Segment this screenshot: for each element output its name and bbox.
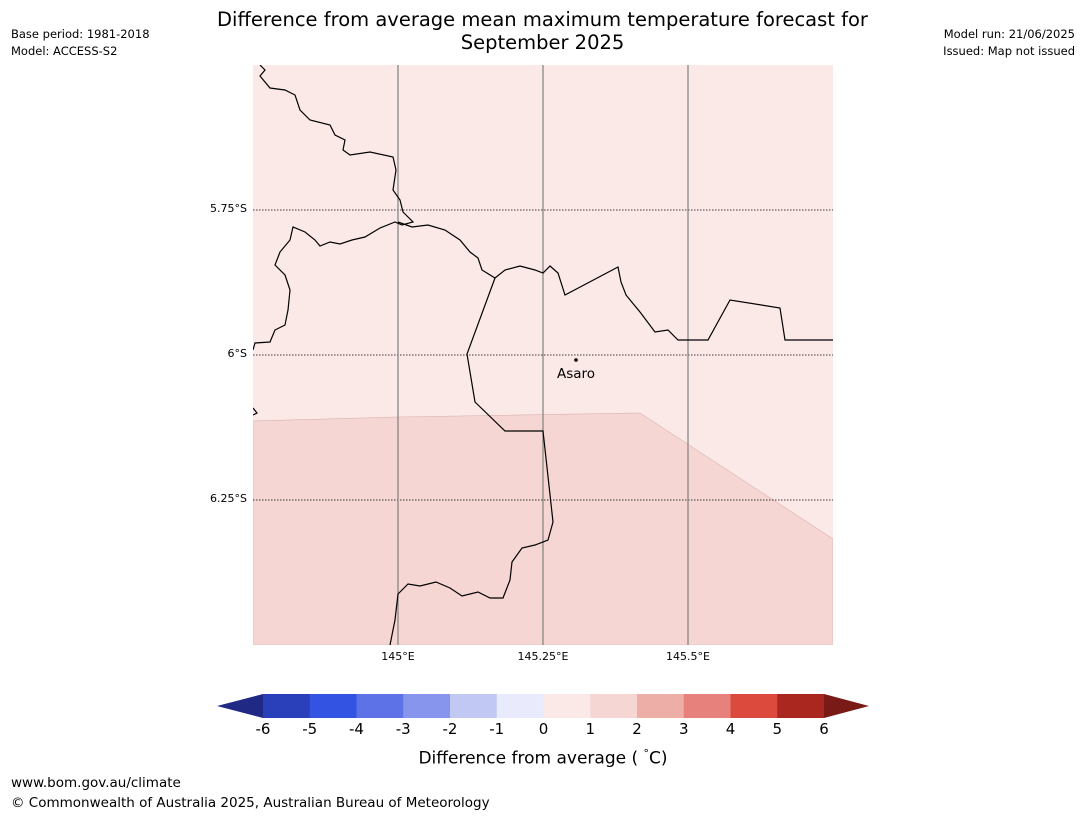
province-border-east [397,221,833,341]
province-border-north [253,65,415,351]
metadata-left: Base period: 1981-2018 Model: ACCESS-S2 [11,26,150,60]
colorbar-tick: 2 [632,720,642,738]
colorbar-tick: 4 [725,720,736,738]
colorbar-extend-low [217,694,263,718]
asaro-marker [574,358,578,362]
colorbar-segment [403,694,451,718]
colorbar-tick: -5 [302,720,318,738]
colorbar-segment [263,694,311,718]
footer-url: www.bom.gov.au/climate [11,775,181,791]
map-area [253,65,833,645]
colorbar-tick: -3 [395,720,411,738]
colorbar-tick: -2 [442,720,458,738]
model-name: Model: ACCESS-S2 [11,44,118,58]
title-line-2: September 2025 [460,31,625,54]
lat-label-6: 6°S [227,347,247,360]
lon-label-145-5: 145.5°E [666,650,710,663]
model-run: Model run: 21/06/2025 [943,27,1075,41]
colorbar-tick: 3 [678,720,689,738]
colorbar-tick: -1 [489,720,505,738]
colorbar-label: Difference from average ( °C) [418,747,668,769]
province-border-south [389,277,554,645]
province-border-west-fragment [253,407,258,416]
footer-copyright: © Commonwealth of Australia 2025, Austra… [11,795,490,811]
colorbar-segment [637,694,685,718]
colorbar-segment [777,694,825,718]
colorbar [217,694,869,718]
title-line-1: Difference from average mean maximum tem… [217,8,868,31]
lon-label-145-25: 145.25°E [517,650,569,663]
asaro-label: Asaro [557,366,595,382]
lat-label-5-75: 5.75°S [210,202,247,215]
map-title: Difference from average mean maximum tem… [180,8,905,54]
metadata-right: Model run: 21/06/2025 Issued: Map not is… [943,26,1075,60]
colorbar-segment [496,694,544,718]
base-period: Base period: 1981-2018 [11,27,150,41]
colorbar-extend-high [824,694,869,718]
colorbar-tick: 1 [585,720,596,738]
colorbar-tick: -6 [255,720,271,738]
colorbar-segment [730,694,778,718]
colorbar-segment [356,694,404,718]
lat-label-6-25: 6.25°S [210,492,247,505]
colorbar-segment [590,694,638,718]
colorbar-tick: 0 [538,720,549,738]
colorbar-tick: 6 [819,720,829,738]
colorbar-segment [543,694,591,718]
lon-label-145: 145°E [381,650,415,663]
colorbar-segment [309,694,357,718]
colorbar-tick: 5 [772,720,783,738]
colorbar-segment [450,694,498,718]
issued-status: Issued: Map not issued [943,44,1075,58]
colorbar-tick: -4 [349,720,364,738]
colorbar-segment [683,694,731,718]
